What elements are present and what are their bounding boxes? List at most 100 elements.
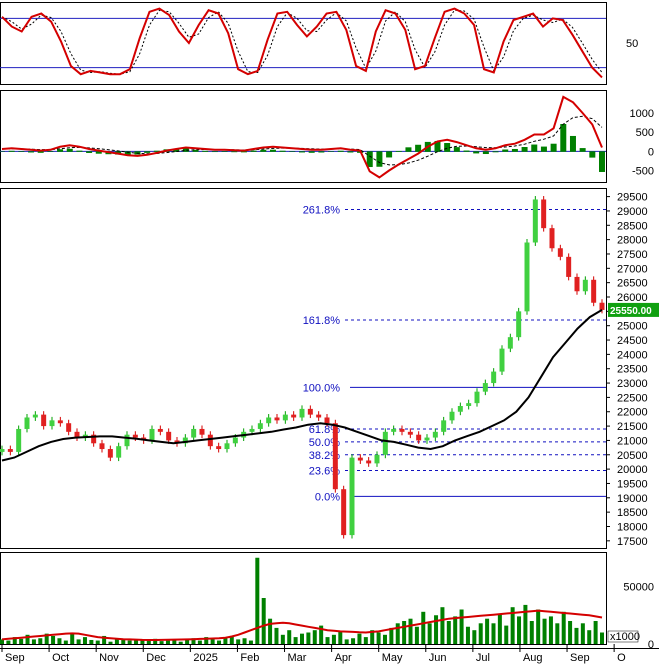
- macd-histogram-bar: [492, 151, 499, 153]
- osc-y-tick: 50: [626, 38, 638, 50]
- price-y-tick: 29000: [617, 206, 648, 218]
- macd-histogram-bar: [366, 151, 373, 168]
- candle-body: [191, 428, 197, 438]
- candle-body: [357, 457, 363, 461]
- panel-frame-macd: [0, 90, 607, 183]
- volume-bar: [338, 631, 343, 644]
- volume-bar: [351, 638, 356, 644]
- candle-body: [249, 428, 255, 432]
- x-tick-label: Dec: [146, 652, 166, 664]
- volume-bar: [453, 616, 458, 644]
- x-tick-label: O: [617, 652, 626, 664]
- macd-histogram-bar: [395, 150, 402, 152]
- volume-bar: [31, 639, 36, 644]
- price-y-tick: 21000: [617, 435, 648, 447]
- price-y-tick: 22500: [617, 392, 648, 404]
- candle-body: [374, 454, 380, 464]
- price-y-tick: 20000: [617, 464, 648, 476]
- fib-level-label: 61.8%: [309, 424, 340, 436]
- candle-body: [91, 434, 97, 444]
- macd-histogram-bar: [202, 150, 209, 152]
- volume-bar: [102, 635, 107, 644]
- volume-bar: [312, 630, 317, 644]
- volume-bar: [121, 639, 126, 644]
- x-tick-label: Sep: [5, 652, 25, 664]
- macd-histogram-bar: [124, 151, 131, 155]
- volume-bar: [229, 635, 234, 644]
- osc-signal-line: [1, 9, 603, 75]
- candle-body: [7, 449, 13, 452]
- x-tick-label: Nov: [99, 652, 119, 664]
- volume-bar: [357, 633, 362, 644]
- macd-histogram-bar: [328, 151, 335, 152]
- candle-body: [32, 414, 38, 418]
- candle-body: [382, 431, 388, 455]
- volume-bar: [548, 616, 553, 644]
- candle-body: [291, 414, 297, 418]
- macd-histogram-bar: [434, 140, 441, 152]
- volume-bar: [19, 638, 24, 644]
- volume-bar: [574, 627, 579, 644]
- x-tick-label: May: [382, 652, 403, 664]
- price-y-tick: 24500: [617, 335, 648, 347]
- volume-bar: [236, 639, 241, 644]
- candle-body: [541, 199, 547, 229]
- volume-bar: [70, 633, 75, 644]
- macd-histogram-bar: [444, 143, 451, 152]
- price-y-tick: 26000: [617, 292, 648, 304]
- volume-bar: [255, 557, 260, 644]
- macd-histogram-bar: [144, 151, 151, 153]
- candle-body: [107, 449, 113, 458]
- candle-body: [399, 428, 405, 432]
- macd-signal-line: [1, 115, 603, 166]
- candle-body: [182, 437, 188, 444]
- volume-bar: [268, 618, 273, 644]
- candle-body: [199, 428, 205, 435]
- volume-bar: [325, 637, 330, 644]
- volume-bar: [504, 625, 509, 644]
- candle-body: [366, 460, 372, 464]
- volume-y-tick: 0: [648, 639, 654, 651]
- macd-histogram-bar: [47, 151, 54, 152]
- candle-body: [274, 417, 280, 421]
- volume-bar: [478, 623, 483, 644]
- volume-bar: [517, 616, 522, 644]
- macd-histogram-bar: [405, 147, 412, 152]
- volume-bar: [223, 638, 228, 644]
- candle-body: [66, 423, 72, 432]
- panel-frame-osc: [0, 2, 607, 85]
- volume-bar: [421, 611, 426, 644]
- volume-bar: [465, 626, 470, 644]
- price-y-tick: 18000: [617, 521, 648, 533]
- macd-histogram-bar: [182, 148, 189, 152]
- macd-histogram-bar: [221, 151, 228, 152]
- macd-histogram-bar: [560, 123, 567, 152]
- candle-body: [332, 423, 338, 490]
- volume-bar: [51, 635, 56, 644]
- volume-bar: [95, 640, 100, 644]
- candle-body: [124, 434, 130, 447]
- price-y-tick: 25000: [617, 321, 648, 333]
- volume-bar: [568, 621, 573, 644]
- volume-bar: [529, 621, 534, 644]
- candle-body: [99, 443, 105, 450]
- volume-bar: [580, 623, 585, 644]
- price-y-tick: 19000: [617, 493, 648, 505]
- panel-frame-vol: [0, 552, 607, 645]
- candle-body: [516, 311, 522, 338]
- macd-line: [1, 95, 603, 179]
- volume-bar: [44, 633, 49, 644]
- candle-body: [482, 383, 488, 392]
- macd-histogram-bar: [57, 149, 64, 152]
- price-y-tick: 24000: [617, 349, 648, 361]
- macd-histogram-bar: [511, 148, 518, 152]
- price-y-tick: 29500: [617, 192, 648, 204]
- macd-histogram-bar: [473, 151, 480, 154]
- candle-body: [166, 431, 172, 441]
- volume-bar: [485, 618, 490, 644]
- volume-bar: [140, 639, 145, 644]
- price-y-tick: 18500: [617, 507, 648, 519]
- candle-body: [307, 408, 313, 415]
